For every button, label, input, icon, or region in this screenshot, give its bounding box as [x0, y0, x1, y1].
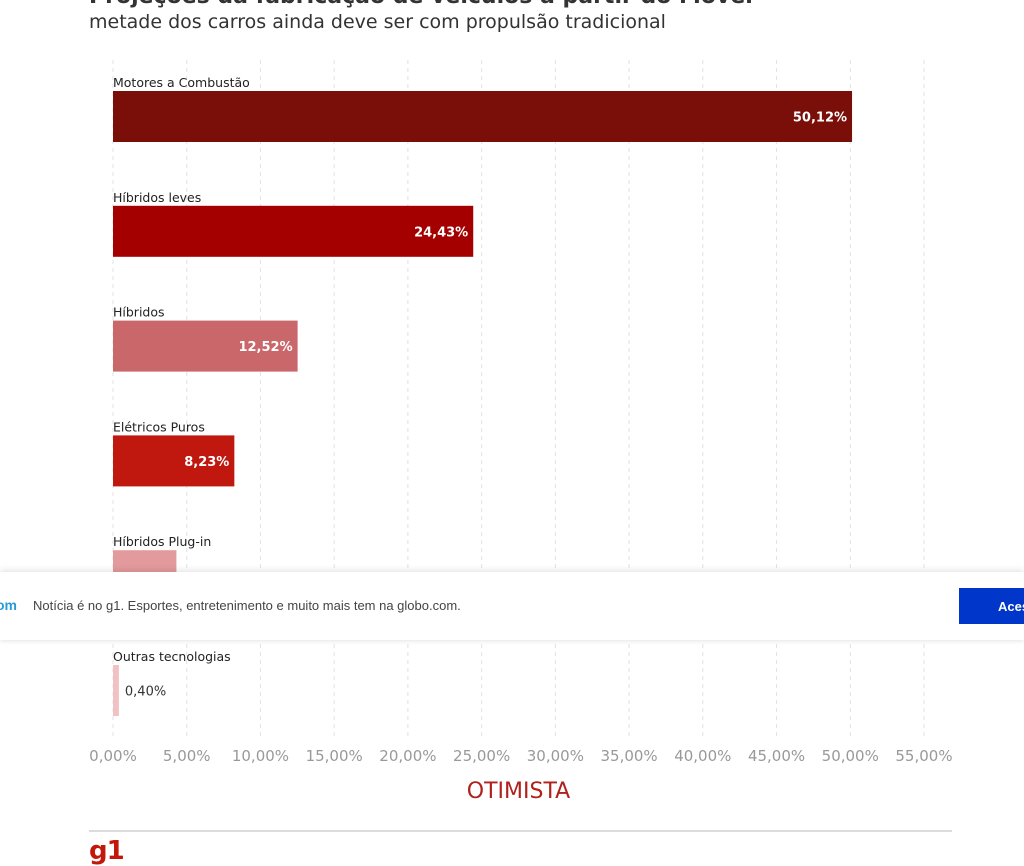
data-label: 12,52%: [238, 340, 292, 355]
x-tick-label: 25,00%: [453, 747, 510, 765]
category-label: Híbridos Plug-in: [113, 534, 211, 549]
bar[interactable]: [113, 205, 474, 257]
x-tick-label: 35,00%: [600, 747, 657, 765]
x-tick-label: 10,00%: [232, 747, 289, 765]
x-tick-label: 30,00%: [527, 747, 584, 765]
bar[interactable]: [113, 91, 853, 142]
category-label: Elétricos Puros: [113, 419, 205, 434]
x-axis-title: OTIMISTA: [466, 779, 571, 804]
x-tick-label: 20,00%: [379, 747, 436, 765]
x-tick-label: 40,00%: [674, 747, 731, 765]
x-tick-label: 55,00%: [895, 747, 952, 765]
banner-text: Notícia é no g1. Esportes, entreteniment…: [33, 598, 461, 613]
x-tick-label: 15,00%: [306, 747, 363, 765]
banner-access-button[interactable]: Acessar: [959, 588, 1024, 624]
data-label: 50,12%: [793, 111, 847, 126]
footer-divider: [89, 830, 952, 832]
category-label: Híbridos: [113, 305, 165, 320]
x-tick-label: 50,00%: [822, 747, 879, 765]
data-label: 0,40%: [125, 685, 166, 700]
page-subtitle: metade dos carros ainda deve ser com pro…: [89, 11, 666, 33]
x-tick-label: 0,00%: [89, 747, 137, 765]
bar[interactable]: [113, 665, 119, 716]
page-title: Projeções da fabricação de veículos a pa…: [89, 0, 756, 9]
data-label: 24,43%: [414, 225, 468, 240]
x-tick-label: 5,00%: [163, 747, 211, 765]
category-label: Motores a Combustão: [113, 75, 250, 90]
data-label: 8,23%: [184, 455, 229, 470]
bar[interactable]: [113, 435, 235, 487]
bar[interactable]: [113, 320, 298, 372]
category-label: Híbridos leves: [113, 190, 201, 205]
banner-brand: om: [0, 597, 17, 613]
category-label: Outras tecnologias: [113, 649, 231, 664]
x-tick-label: 45,00%: [748, 747, 805, 765]
g1-logo[interactable]: g1: [89, 836, 125, 866]
bar-chart: 0,00% 5,00% 10,00% 15,00% 20,00% 25,00% 30,00%…: [89, 60, 953, 765]
globo-banner: om Notícia é no g1. Esportes, entretenim…: [0, 572, 1024, 640]
